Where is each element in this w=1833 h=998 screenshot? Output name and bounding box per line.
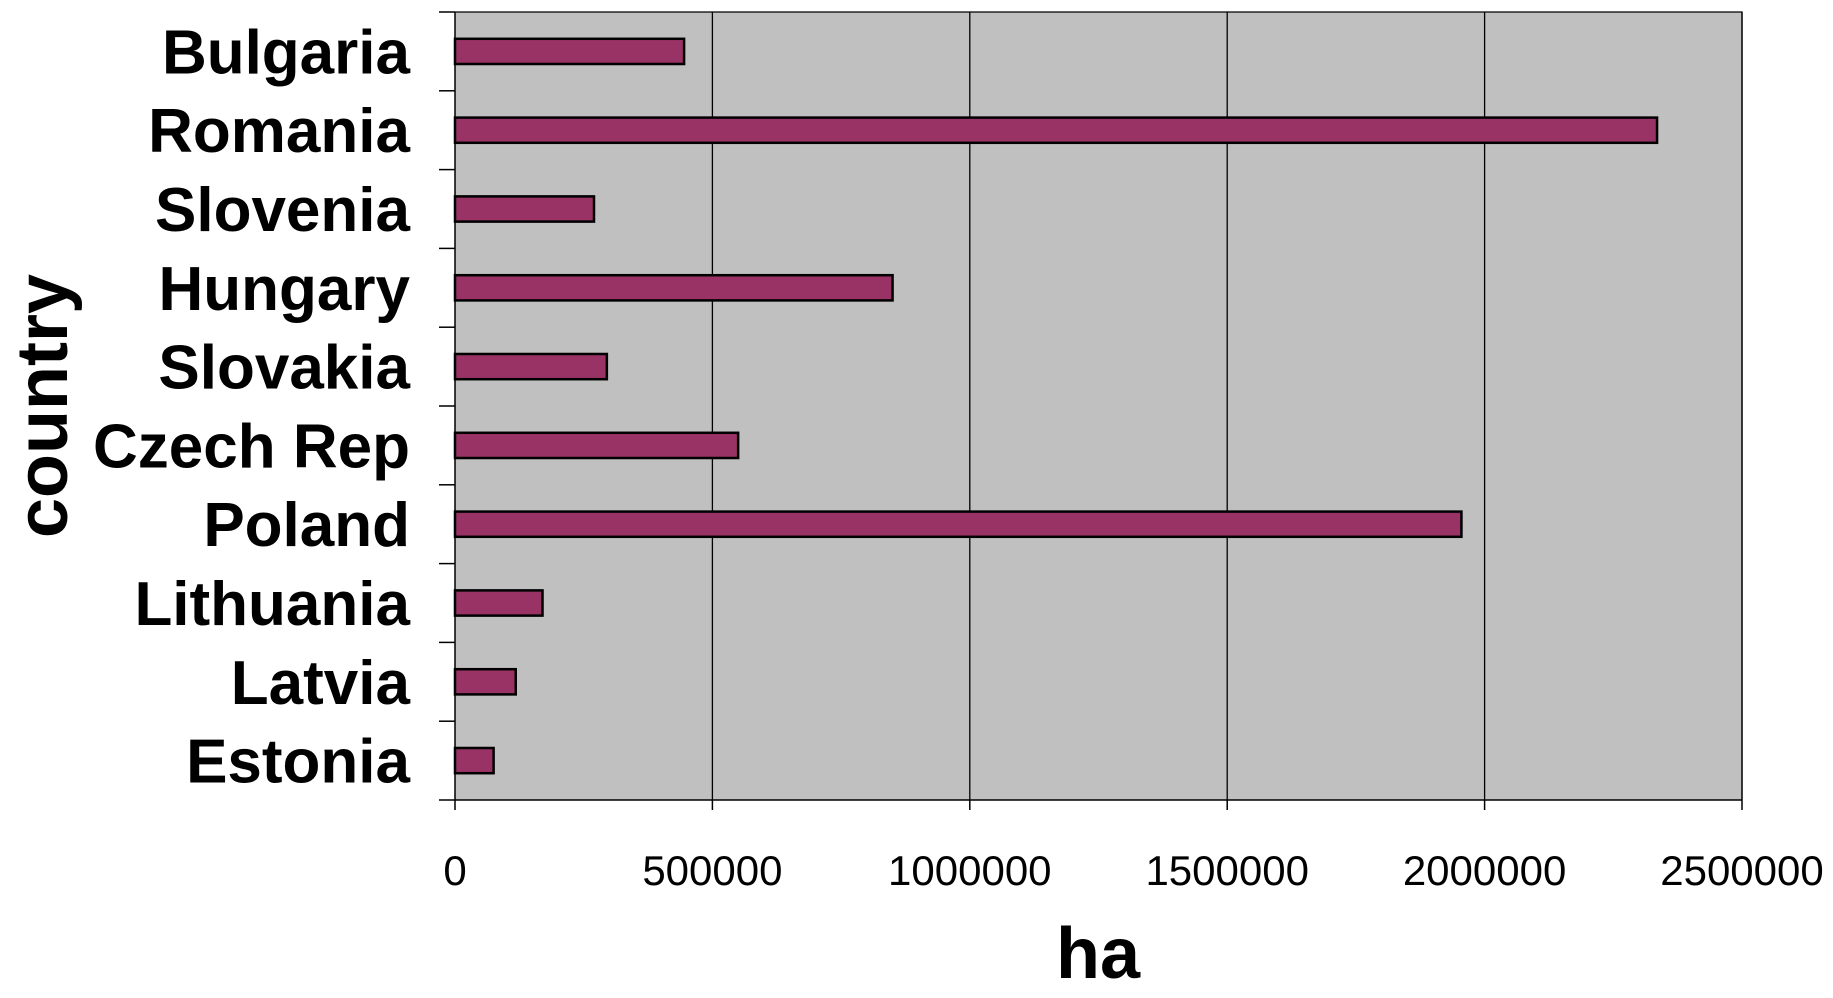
bar-slovakia [453, 352, 609, 381]
category-label: Romania [148, 97, 410, 166]
plot-border [455, 11, 1743, 800]
category-labels: Bulgaria Romania Slovenia Hungary Slovakia Cz… [93, 18, 410, 796]
category-label: Poland [203, 491, 410, 560]
axes [439, 11, 1743, 810]
y-axis-title: country [3, 274, 83, 538]
bar-czech-rep [453, 431, 740, 460]
bar-hungary [453, 273, 894, 302]
bar-bulgaria [453, 37, 686, 66]
bar-slovenia [453, 195, 596, 223]
x-axis-title: ha [1056, 914, 1141, 994]
x-tick-label: 0 [443, 847, 466, 894]
x-tick-labels: 0 500000 1000000 1500000 2000000 2500000 [443, 847, 1823, 894]
category-label: Hungary [159, 255, 411, 324]
x-tick-label: 500000 [642, 847, 782, 894]
bars [453, 37, 1659, 775]
category-label: Czech Rep [93, 412, 410, 481]
category-label: Slovakia [158, 334, 410, 403]
bar-latvia [453, 667, 517, 696]
x-tick-label: 1000000 [888, 847, 1052, 894]
category-label: Slovenia [155, 176, 411, 245]
x-tick-label: 2000000 [1403, 847, 1567, 894]
bar-romania [453, 116, 1659, 145]
category-label: Bulgaria [162, 18, 411, 87]
category-label: Estonia [186, 728, 410, 797]
category-label: Latvia [231, 649, 411, 718]
x-tick-label: 1500000 [1145, 847, 1309, 894]
category-label: Lithuania [134, 570, 410, 639]
bar-estonia [453, 746, 495, 775]
bar-lithuania [453, 589, 544, 617]
bar-poland [453, 510, 1463, 539]
x-tick-label: 2500000 [1660, 847, 1824, 894]
